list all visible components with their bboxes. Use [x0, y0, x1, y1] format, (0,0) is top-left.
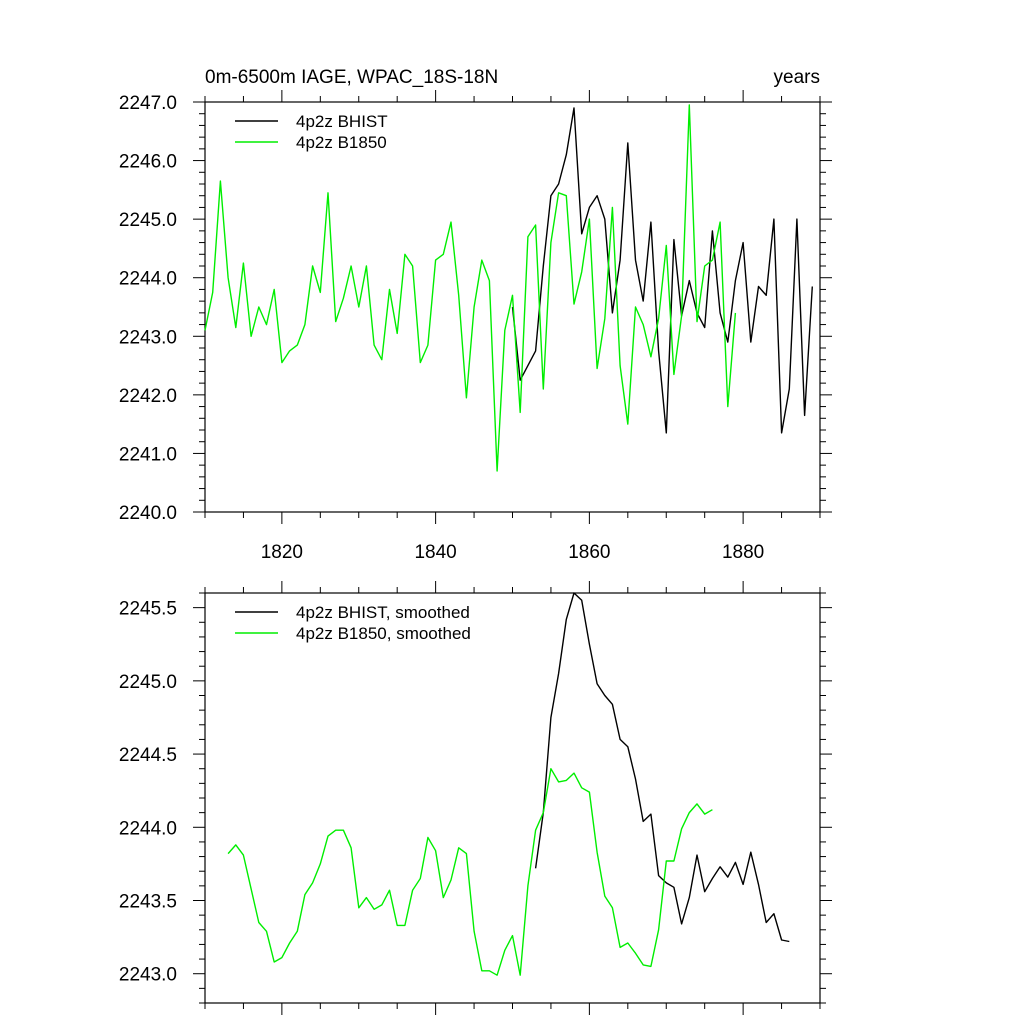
bottom-series-group — [227, 592, 790, 976]
x-tick-label: 1820 — [261, 542, 303, 563]
y-tick-label: 2240.0 — [119, 503, 177, 524]
y-tick-label: 2245.0 — [119, 672, 177, 693]
bottom-series-line-1 — [227, 768, 713, 976]
top-chart-title: 0m-6500m IAGE, WPAC_18S-18N — [205, 67, 498, 88]
y-tick-label: 2244.0 — [119, 269, 177, 290]
y-tick-label: 2241.0 — [119, 444, 177, 465]
y-tick-label: 2245.0 — [119, 210, 177, 231]
top-chart: 0m-6500m IAGE, WPAC_18S-18N years 1820 18… — [119, 67, 832, 563]
bottom-plot-frame — [204, 592, 821, 1004]
y-tick-label: 2243.5 — [119, 892, 177, 913]
top-legend-label-b1850: 4p2z B1850 — [296, 133, 387, 152]
top-legend: 4p2z BHIST 4p2z B1850 — [235, 112, 388, 152]
y-tick-label: 2244.0 — [119, 818, 177, 839]
y-tick-label: 2246.0 — [119, 152, 177, 173]
y-tick-label: 2243.0 — [119, 327, 177, 348]
y-tick-label: 2242.0 — [119, 386, 177, 407]
bottom-axis-ticks: 2243.0 2243.5 2244.0 2244.5 2245.0 2245.5 — [119, 581, 832, 1015]
y-tick-label: 2243.0 — [119, 965, 177, 986]
y-tick-label: 2244.5 — [119, 745, 177, 766]
bottom-series-line-0 — [534, 592, 790, 943]
top-series-group — [204, 104, 813, 472]
bottom-legend-label-bhist: 4p2z BHIST, smoothed — [296, 603, 470, 622]
bottom-chart: 2243.0 2243.5 2244.0 2244.5 2245.0 2245.5 4p2… — [119, 581, 832, 1015]
top-series-line-0 — [511, 107, 813, 434]
top-legend-label-bhist: 4p2z BHIST — [296, 112, 388, 131]
top-series-line-1 — [204, 104, 737, 472]
top-chart-title-right: years — [774, 67, 820, 88]
bottom-legend: 4p2z BHIST, smoothed 4p2z B1850, smoothe… — [235, 603, 471, 643]
y-tick-label: 2245.5 — [119, 599, 177, 620]
y-tick-label: 2247.0 — [119, 93, 177, 114]
bottom-legend-label-b1850: 4p2z B1850, smoothed — [296, 624, 471, 643]
x-tick-label: 1880 — [722, 542, 764, 563]
top-axis-ticks: 1820 1840 1860 1880 2240.0 2241.0 2242.0 2243.0… — [119, 90, 832, 563]
x-tick-label: 1860 — [568, 542, 610, 563]
x-tick-label: 1840 — [414, 542, 456, 563]
